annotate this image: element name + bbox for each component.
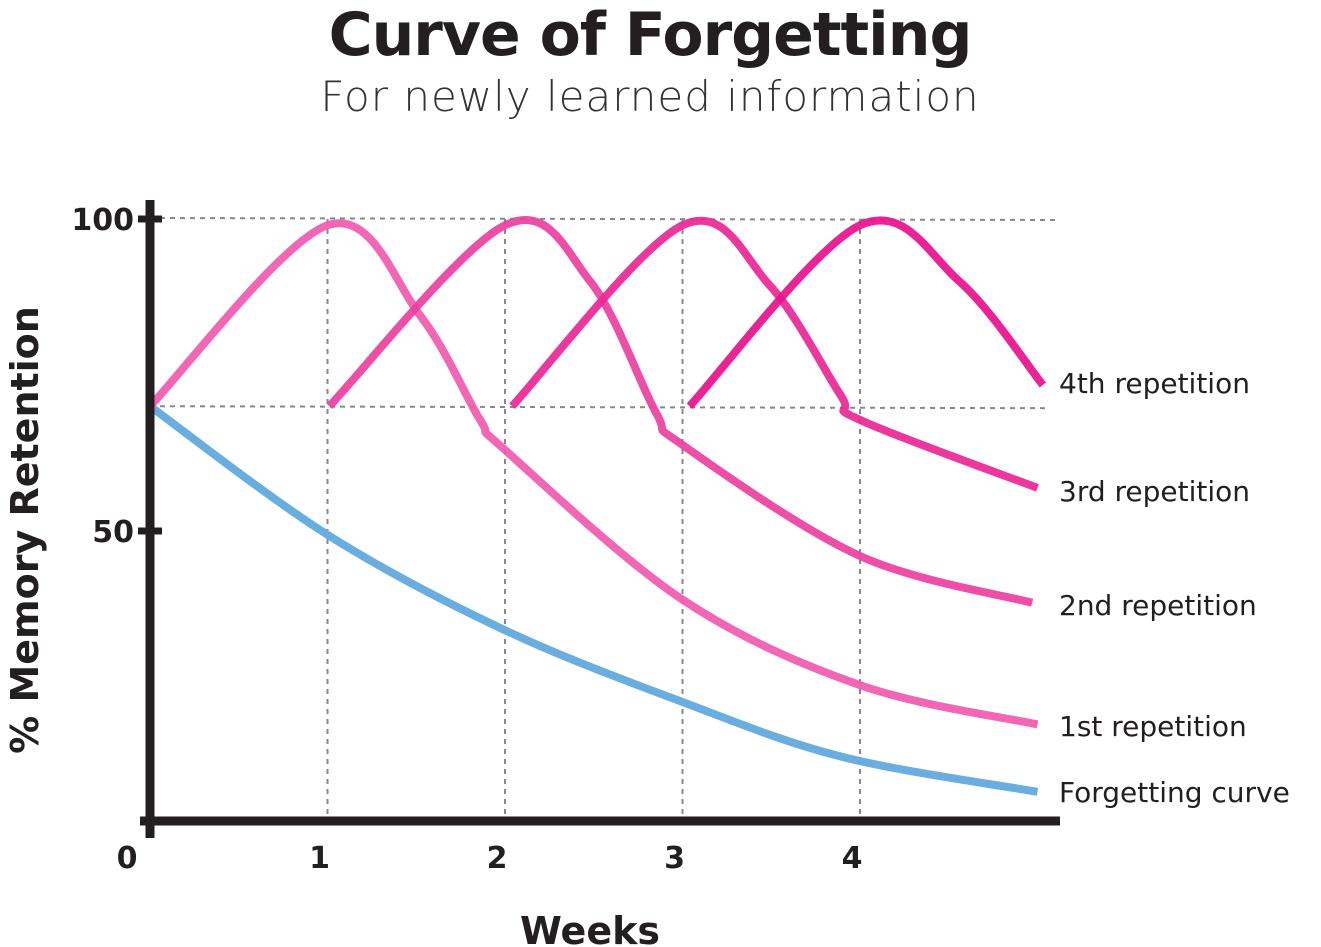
chart-title: Curve of Forgetting: [328, 0, 973, 70]
series-line-2: [326, 216, 1034, 607]
x-tick-label-2: 2: [487, 841, 508, 876]
series-label-4: 4th repetition: [1059, 367, 1250, 400]
axes: [140, 200, 1060, 838]
chart-subtitle: For newly learned information: [320, 72, 980, 121]
x-tick-label-4: 4: [842, 841, 863, 876]
gridline-70: [149, 405, 1051, 410]
x-axis-title: Weeks: [520, 909, 660, 947]
gridline-100: [149, 217, 1056, 221]
series-label-2: 2nd repetition: [1059, 589, 1257, 622]
series-line-4: [686, 216, 1046, 409]
series-line-3: [509, 216, 1039, 492]
y-axis-title: % Memory Retention: [3, 306, 47, 754]
series-line-0: [147, 402, 1039, 796]
x-tick-label-1: 1: [309, 841, 330, 876]
y-tick-label-50: 50: [92, 515, 134, 550]
series-lines: [147, 216, 1046, 796]
series-label-0: Forgetting curve: [1059, 776, 1290, 809]
series-line-1: [147, 219, 1039, 729]
series-label-1: 1st repetition: [1059, 710, 1247, 743]
series-label-3: 3rd repetition: [1059, 475, 1250, 508]
grid-lines: [149, 217, 1056, 815]
x-tick-label-3: 3: [664, 841, 685, 876]
x-tick-label-0: 0: [117, 841, 138, 876]
y-tick-label-100: 100: [71, 203, 134, 238]
